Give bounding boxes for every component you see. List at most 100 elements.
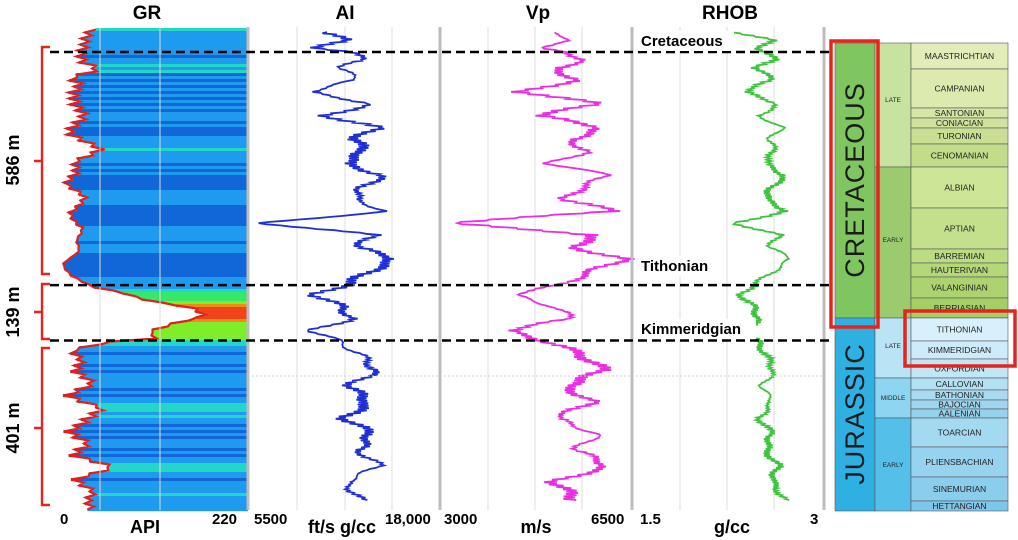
- gr-fill-band: [109, 463, 248, 467]
- gr-fill-band: [80, 100, 248, 104]
- gr-fill-band: [89, 445, 248, 449]
- gr-fill-band: [79, 160, 248, 164]
- gr-fill-band: [95, 406, 249, 410]
- gr-fill-band: [83, 106, 248, 110]
- gr-fill-band: [86, 118, 248, 122]
- gr-fill-band: [113, 289, 248, 293]
- gr-fill-band: [79, 61, 248, 65]
- gr-fill-band: [76, 223, 248, 227]
- gr-fill-band: [78, 244, 248, 248]
- gr-fill-band: [76, 220, 248, 224]
- gr-track-title: GR: [133, 3, 162, 24]
- gr-fill-band: [67, 259, 248, 263]
- gr-fill-band: [91, 145, 248, 149]
- stage-label-kimmeridgian: KIMMERIDGIAN: [928, 345, 991, 355]
- horizon-label-bg-tithonian: [638, 256, 718, 276]
- gr-fill-band: [85, 31, 248, 35]
- stage-label-bathonian: BATHONIAN: [935, 390, 984, 400]
- highlight-cretaceous: [829, 39, 880, 329]
- gr-fill-band: [85, 496, 248, 500]
- horizon-label-tithonian: Tithonian: [641, 258, 708, 275]
- stage-label-valanginian: VALANGINIAN: [931, 283, 988, 293]
- gr-fill-band: [83, 481, 248, 485]
- gr-fill-band: [78, 235, 248, 239]
- gr-fill-band: [175, 304, 248, 308]
- gr-fill-band: [82, 355, 248, 359]
- gr-fill-band: [79, 346, 248, 350]
- gr-fill-band: [85, 502, 248, 506]
- bracket-interval-2: [34, 282, 50, 341]
- gr-fill-band: [96, 415, 248, 419]
- vp-axis-max: 6500: [591, 511, 624, 528]
- gr-fill-band: [88, 439, 249, 443]
- stage-label-aalenian: AALENIAN: [938, 409, 980, 419]
- gr-fill-band: [77, 277, 249, 281]
- stage-box-pliensbachian: [910, 446, 1009, 478]
- gr-fill-band: [75, 253, 248, 257]
- rhob-axis-max: 3: [810, 511, 818, 528]
- gr-fill-band: [78, 139, 248, 143]
- gr-fill-band: [151, 334, 248, 338]
- gr-fill-band: [70, 184, 248, 188]
- gr-fill-band: [86, 52, 248, 56]
- gr-fill-band: [80, 376, 249, 380]
- stage-label-toarcian: TOARCIAN: [938, 428, 982, 438]
- gr-fill-band: [88, 475, 248, 479]
- gr-fill-band: [141, 298, 248, 302]
- stage-box-campanian: [910, 68, 1009, 109]
- stage-label-coniacian: CONIACIAN: [936, 118, 983, 128]
- gr-fill-band: [87, 112, 248, 116]
- gr-fill-band: [81, 232, 248, 236]
- stage-label-albian: ALBIAN: [944, 183, 974, 193]
- gr-fill-band: [78, 247, 249, 251]
- gr-fill-band: [96, 28, 248, 32]
- gr-fill-band: [68, 211, 248, 215]
- gr-fill-band: [89, 490, 248, 494]
- horizon-label-kimmeridgian: Kimmeridgian: [641, 321, 741, 338]
- vp-axis-min: 3000: [444, 511, 477, 528]
- gr-fill-band: [96, 403, 248, 407]
- gr-fill-band: [76, 55, 248, 59]
- gr-fill-band: [94, 142, 248, 146]
- series-label-early-cretaceous: EARLY: [883, 237, 904, 244]
- gr-fill-band: [64, 265, 248, 269]
- gr-fill-band: [91, 499, 249, 503]
- gr-fill-band: [80, 199, 249, 203]
- stage-label-oxfordian: OXFORDIAN: [934, 364, 985, 374]
- series-early-jurassic-box: [874, 417, 912, 512]
- gr-fill-band: [69, 187, 248, 191]
- gr-fill-band: [162, 301, 248, 305]
- gr-fill-band: [81, 451, 248, 455]
- gr-fill-band: [74, 448, 248, 452]
- gr-fill-band: [83, 442, 249, 446]
- stage-boxes: MAASTRICHTIAN CAMPANIAN SANTONIANCONIACIAN…: [910, 42, 1009, 512]
- gr-fill-band: [68, 175, 248, 179]
- stage-label-santonian: SANTONIAN: [935, 108, 984, 118]
- vp-axis-unit: m/s: [520, 517, 551, 537]
- gr-fill-band: [80, 190, 249, 194]
- gr-fill-band: [95, 493, 248, 497]
- gr-fill-band: [63, 262, 248, 266]
- gr-fill-band: [89, 472, 249, 476]
- stage-box-sinemurian: [910, 476, 1009, 502]
- gr-fill-band: [92, 385, 248, 389]
- gr-fill-band: [70, 370, 249, 374]
- gr-fill-band: [73, 85, 249, 89]
- stage-label-barremian: BARREMIAN: [934, 251, 985, 261]
- gr-track: [55, 27, 249, 512]
- stage-label-hauterivian: HAUTERIVIAN: [931, 265, 988, 275]
- gr-fill-band: [80, 43, 248, 47]
- gr-fill-band: [77, 76, 248, 80]
- gr-axis-unit: API: [130, 517, 160, 537]
- gr-fill-band: [100, 343, 248, 347]
- gr-fill-band: [76, 208, 248, 212]
- gr-fill-band: [90, 151, 248, 155]
- gr-fill-band: [89, 412, 248, 416]
- stage-label-turonian: TURONIAN: [937, 131, 981, 141]
- track-gridlines: [99, 27, 775, 510]
- gr-fill-band: [78, 433, 248, 437]
- gr-fill-band: [69, 97, 248, 101]
- gr-fill-band: [78, 94, 249, 98]
- series-label-late-jurassic: LATE: [885, 343, 901, 350]
